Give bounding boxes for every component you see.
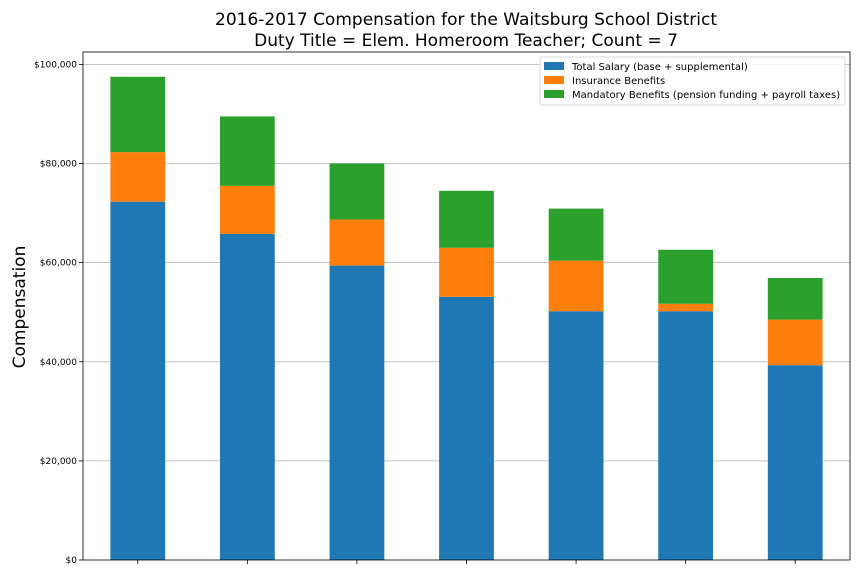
bar-segment-1 bbox=[439, 296, 494, 560]
bar-segment-1 bbox=[548, 311, 604, 560]
legend-swatch bbox=[544, 76, 564, 84]
legend-label: Total Salary (base + supplemental) bbox=[571, 62, 748, 73]
bar-segment-1 bbox=[110, 201, 166, 561]
bar-segment-1 bbox=[329, 265, 385, 560]
bar-segment-3 bbox=[329, 163, 385, 220]
bar-segment-3 bbox=[439, 190, 494, 248]
bar-segment-2 bbox=[219, 185, 275, 234]
legend: Total Salary (base + supplemental) Insura… bbox=[539, 56, 846, 106]
bar-segment-1 bbox=[767, 365, 823, 560]
bar-segment-2 bbox=[329, 219, 385, 266]
y-tick-label: $100,000 bbox=[34, 60, 77, 70]
bar-segment-2 bbox=[110, 152, 166, 202]
chart-title-line1: 2016-2017 Compensation for the Waitsburg… bbox=[215, 10, 717, 30]
y-tick-label: $20,000 bbox=[40, 457, 77, 467]
bar-segment-2 bbox=[548, 260, 604, 312]
y-tick-label: $80,000 bbox=[40, 160, 77, 170]
y-tick-label: $60,000 bbox=[40, 259, 77, 269]
chart-subtitle: Duty Title = Elem. Homeroom Teacher; Cou… bbox=[254, 31, 678, 51]
legend-swatch bbox=[544, 90, 564, 98]
bar-segment-3 bbox=[658, 249, 714, 304]
y-axis-label: Compensation bbox=[10, 246, 30, 369]
bar-segment-3 bbox=[548, 208, 604, 261]
bar-segment-3 bbox=[219, 116, 275, 186]
bar-segment-3 bbox=[110, 76, 166, 153]
y-tick-label: $0 bbox=[66, 556, 78, 566]
y-tick-label: $40,000 bbox=[40, 358, 77, 368]
bar-segment-2 bbox=[767, 319, 823, 366]
bar-segment-2 bbox=[658, 303, 714, 312]
bar-segment-3 bbox=[767, 277, 823, 320]
legend-label: Insurance Benefits bbox=[572, 76, 665, 87]
legend-swatch bbox=[544, 62, 564, 70]
x-axis bbox=[137, 560, 796, 564]
legend-label: Mandatory Benefits (pension funding + pa… bbox=[572, 90, 840, 101]
bar-segment-1 bbox=[219, 233, 275, 560]
chart-title: 2016-2017 Compensation for the Waitsburg… bbox=[215, 10, 717, 51]
bar-segment-2 bbox=[439, 247, 494, 297]
legend-box bbox=[539, 56, 846, 106]
bar-segment-1 bbox=[658, 311, 714, 560]
bar-stacks bbox=[110, 76, 823, 561]
y-axis: $0 $20,000 $40,000 $60,000 $80,000 $100,000 bbox=[34, 60, 83, 566]
